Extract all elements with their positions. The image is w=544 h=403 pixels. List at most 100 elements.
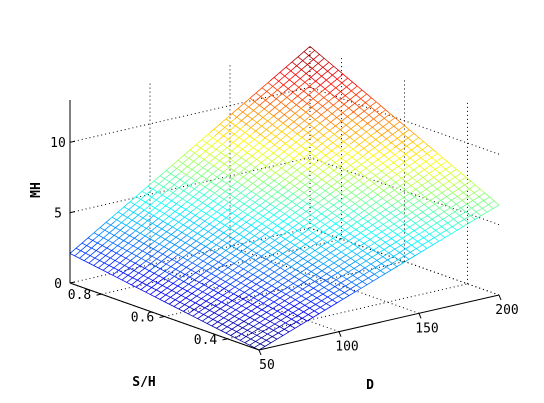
surface-mesh-segment: [454, 212, 475, 226]
surface-mesh-segment: [165, 261, 186, 278]
surface-mesh-segment: [344, 169, 361, 182]
surface-mesh-segment: [208, 248, 225, 259]
surface-mesh-segment: [159, 175, 176, 187]
surface-mesh-segment: [269, 131, 286, 144]
surface-mesh-segment: [164, 286, 185, 303]
surface-mesh-segment: [212, 178, 233, 196]
surface-mesh-segment: [313, 257, 330, 269]
surface-mesh-segment: [230, 252, 247, 264]
surface-mesh-segment: [300, 264, 322, 279]
surface-mesh-segment: [291, 138, 308, 151]
surface-mesh-segment: [213, 128, 230, 141]
surface-mesh-segment: [277, 249, 298, 264]
surface-mesh-segment: [265, 293, 287, 308]
surface-mesh-segment: [338, 289, 360, 302]
surface-mesh-segment: [301, 121, 323, 138]
surface-mesh-segment: [445, 168, 462, 183]
surface-mesh-segment: [395, 222, 416, 237]
surface-mesh-segment: [352, 139, 369, 153]
surface-mesh-segment: [393, 133, 415, 149]
surface-mesh-segment: [420, 185, 442, 200]
surface-mesh-segment: [321, 114, 338, 128]
surface-mesh-segment: [256, 288, 277, 303]
surface-mesh-segment: [167, 207, 189, 225]
surface-mesh-segment: [433, 177, 450, 191]
surface-mesh-segment: [305, 102, 322, 116]
surface-mesh-segment: [247, 142, 269, 160]
surface-mesh-segment: [275, 299, 296, 313]
surface-mesh-segment: [242, 139, 264, 157]
surface-mesh-segment: [142, 220, 164, 238]
surface-mesh-segment: [279, 71, 296, 86]
surface-mesh-segment: [242, 244, 259, 255]
surface-mesh-segment: [341, 72, 358, 87]
surface-mesh-segment: [159, 284, 181, 300]
surface-mesh-segment: [386, 188, 408, 203]
surface-mesh-segment: [176, 292, 193, 302]
surface-mesh-segment: [217, 321, 234, 331]
surface-mesh-segment: [476, 195, 494, 209]
surface-mesh-segment: [429, 155, 447, 170]
surface-mesh-segment: [75, 247, 92, 257]
surface-mesh-segment: [387, 159, 409, 174]
surface-mesh-segment: [409, 193, 426, 207]
surface-mesh-segment: [225, 191, 242, 203]
surface-mesh-segment: [220, 317, 242, 332]
surface-mesh-segment: [286, 255, 308, 270]
surface-mesh-segment: [243, 103, 260, 116]
surface-mesh-segment: [280, 193, 297, 206]
surface-mesh-segment: [231, 292, 248, 303]
surface-mesh-segment: [320, 136, 342, 153]
surface-mesh-segment: [153, 198, 174, 216]
surface-mesh-segment: [332, 178, 349, 191]
x-tick-mark: [338, 331, 342, 337]
surface-mesh-segment: [385, 209, 402, 222]
surface-mesh-segment: [417, 153, 438, 168]
surface-mesh-segment: [346, 93, 367, 110]
y-tick-label: 0.6: [131, 311, 154, 326]
surface-mesh-segment: [260, 230, 277, 242]
surface-mesh-segment: [414, 237, 435, 251]
surface-mesh-segment: [308, 187, 330, 203]
surface-mesh-segment: [189, 149, 206, 161]
surface-mesh-segment: [245, 200, 266, 217]
surface-mesh-segment: [301, 265, 318, 276]
surface-mesh-segment: [356, 221, 377, 236]
surface-mesh-segment: [203, 142, 225, 160]
surface-mesh-segment: [286, 189, 303, 201]
surface-mesh-segment: [154, 169, 175, 188]
surface-mesh-segment: [253, 115, 274, 133]
surface-mesh-segment: [202, 171, 224, 189]
surface-mesh-segment: [319, 276, 341, 291]
surface-mesh-segment: [399, 176, 416, 190]
surface-mesh-segment: [309, 124, 326, 137]
surface-mesh-segment: [143, 234, 160, 245]
surface-mesh-segment: [445, 176, 467, 191]
surface-mesh-segment: [198, 168, 219, 186]
surface-mesh-segment: [302, 238, 323, 254]
surface-mesh-segment: [232, 274, 254, 289]
surface-mesh-segment: [344, 154, 365, 170]
surface-mesh-segment: [113, 259, 130, 269]
surface-mesh-segment: [227, 333, 244, 343]
surface-mesh-segment: [303, 304, 320, 315]
surface-mesh-segment: [386, 138, 403, 152]
surface-mesh-segment: [261, 153, 283, 170]
surface-mesh-segment: [384, 125, 405, 141]
surface-mesh-segment: [440, 172, 462, 187]
x-tick-mark: [258, 349, 262, 356]
surface-mesh-segment: [304, 184, 325, 200]
surface-mesh-segment: [274, 67, 295, 85]
surface-mesh-segment: [317, 101, 338, 119]
surface-mesh-segment: [267, 126, 289, 144]
surface-mesh-segment: [173, 210, 190, 221]
surface-mesh-segment: [351, 218, 372, 233]
surface-mesh-segment: [282, 252, 303, 267]
surface-mesh-segment: [292, 184, 309, 197]
surface-mesh-segment: [345, 124, 366, 141]
surface-mesh-segment: [339, 281, 356, 293]
surface-mesh-segment: [300, 151, 322, 168]
surface-mesh-segment: [246, 172, 267, 189]
z-axis-label: MH: [29, 182, 44, 198]
